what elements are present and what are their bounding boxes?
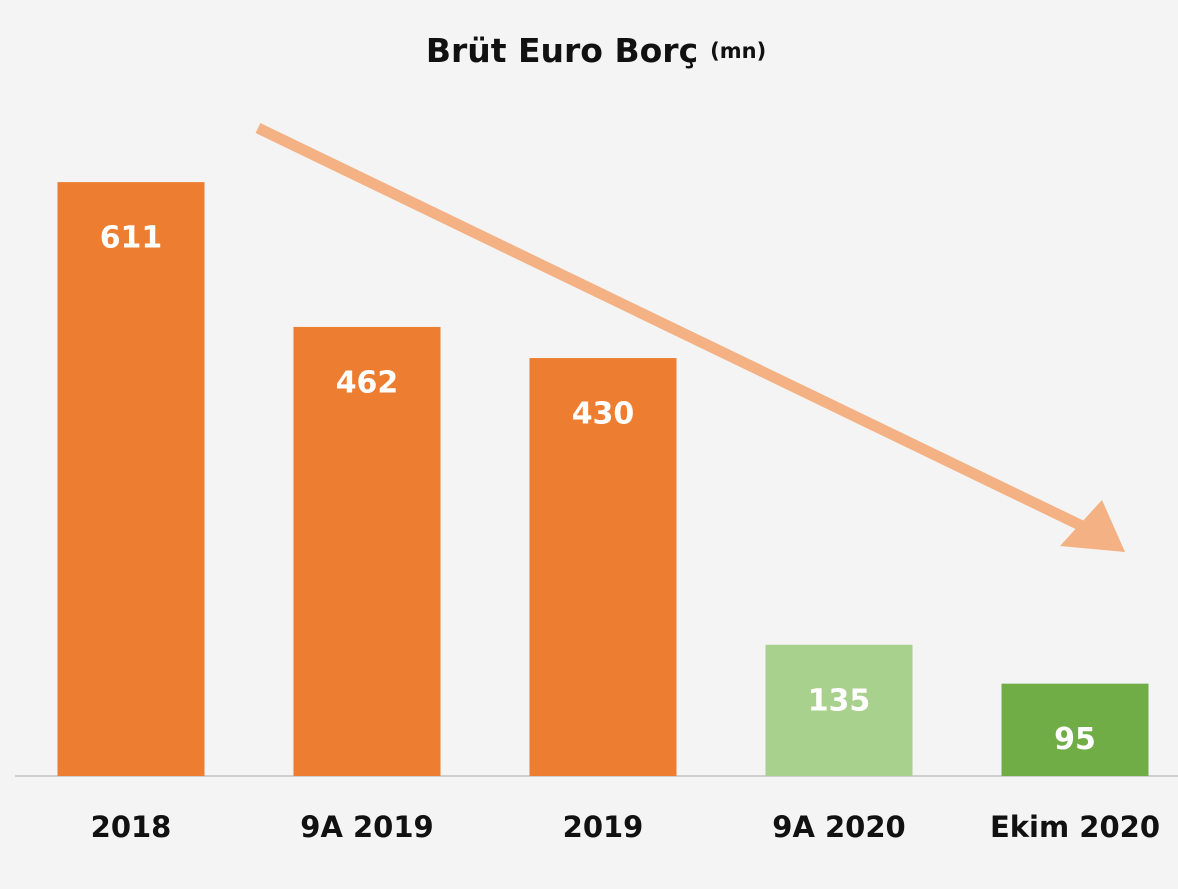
chart-title: Brüt Euro Borç (mn) (426, 31, 766, 70)
title-main: Brüt Euro Borç (426, 31, 698, 70)
bar (293, 326, 441, 776)
x-tick-label: 2019 (563, 810, 644, 844)
value-label: 611 (100, 221, 163, 256)
trend-arrow-shaft (255, 123, 1085, 531)
x-tick-label: Ekim 2020 (990, 810, 1160, 844)
value-label: 135 (808, 683, 871, 718)
value-label: 95 (1054, 722, 1096, 757)
trend-arrow-head (1060, 500, 1125, 552)
value-label: 430 (572, 397, 635, 432)
x-tick-label: 9A 2020 (772, 810, 905, 844)
x-tick-label: 2018 (91, 810, 172, 844)
bar (765, 644, 913, 776)
bar (57, 182, 205, 776)
bar (1001, 683, 1149, 776)
title-unit: (mn) (710, 39, 766, 63)
value-label: 462 (336, 365, 399, 400)
x-tick-label: 9A 2019 (300, 810, 433, 844)
bar (529, 358, 677, 776)
